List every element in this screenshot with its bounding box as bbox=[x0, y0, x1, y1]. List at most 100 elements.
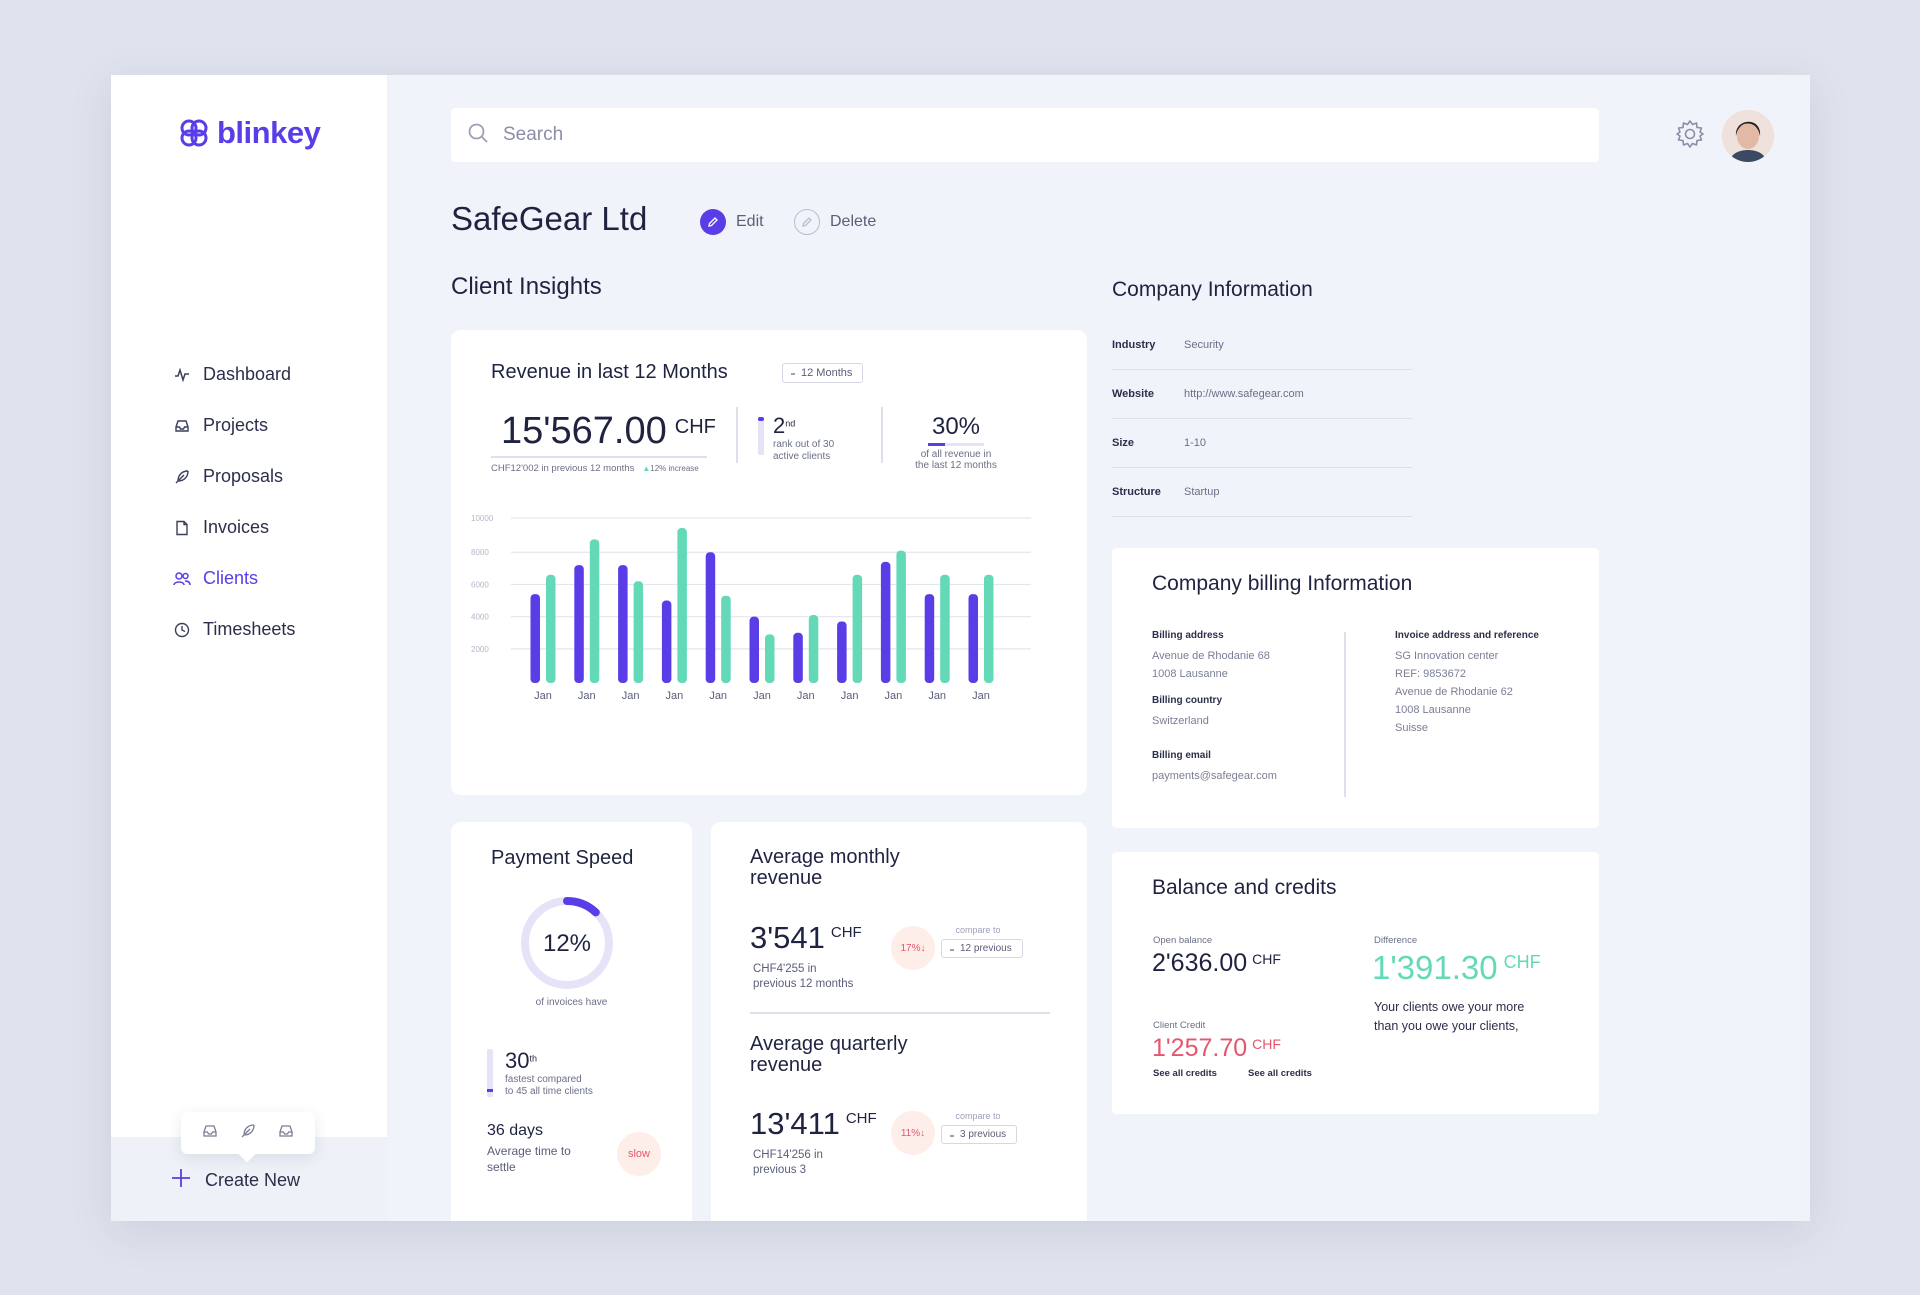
invoice-address-label: Invoice address and reference bbox=[1395, 630, 1539, 641]
avg-quarterly-previous: CHF14'256 in previous 3 bbox=[753, 1148, 823, 1178]
down-arrow-icon: ↓ bbox=[920, 942, 926, 954]
period-dropdown[interactable]: 12 Months bbox=[782, 363, 864, 383]
bar[interactable] bbox=[896, 550, 906, 683]
inbox-icon[interactable] bbox=[277, 1123, 295, 1144]
x-tick-label: Jan bbox=[534, 690, 552, 702]
users-icon bbox=[173, 570, 191, 588]
bar[interactable] bbox=[661, 600, 672, 683]
bar[interactable] bbox=[618, 565, 628, 683]
share-group: 30% of all revenue in the last 12 months bbox=[901, 413, 1011, 471]
gear-icon[interactable] bbox=[1674, 118, 1706, 155]
donut-caption: of invoices have bbox=[535, 997, 608, 1008]
slow-badge: slow bbox=[617, 1132, 661, 1176]
bar[interactable] bbox=[808, 615, 819, 683]
bar[interactable] bbox=[852, 574, 863, 683]
avg-monthly-prev-line1: CHF4'255 in bbox=[753, 963, 817, 975]
share-bar bbox=[928, 443, 984, 446]
avg-monthly-compare-dropdown[interactable]: 12 previous bbox=[941, 939, 1023, 958]
bar[interactable] bbox=[589, 539, 600, 683]
bar[interactable] bbox=[546, 574, 556, 683]
bar[interactable] bbox=[677, 528, 687, 683]
speed-rank-suffix: th bbox=[529, 1053, 537, 1064]
bar[interactable] bbox=[633, 581, 644, 683]
bar[interactable] bbox=[721, 595, 731, 683]
share-value: 30% bbox=[931, 413, 981, 440]
info-value[interactable]: http://www.safegear.com bbox=[1184, 388, 1304, 400]
difference-group: 1'391.30 CHF bbox=[1372, 949, 1541, 987]
revenue-amount-group: 15'567.00 CHF bbox=[501, 410, 716, 453]
logo-text: blinkey bbox=[217, 115, 321, 150]
avg-quarterly-compare-dropdown[interactable]: 3 previous bbox=[941, 1125, 1018, 1144]
bar[interactable] bbox=[924, 594, 935, 683]
inbox-icon[interactable] bbox=[201, 1123, 219, 1144]
bar[interactable] bbox=[765, 634, 775, 683]
search-input[interactable] bbox=[503, 124, 1403, 146]
donut-arc bbox=[521, 897, 613, 989]
donut-percent: 12% bbox=[543, 930, 591, 957]
sidebar-item-invoices[interactable]: Invoices bbox=[173, 502, 295, 553]
sidebar-item-label: Dashboard bbox=[203, 364, 292, 384]
revenue-title: Revenue in last 12 Months bbox=[491, 361, 728, 383]
revenue-increase-group: ▲12% increase bbox=[642, 464, 698, 473]
avg-quarterly-amount-group: 13'411 CHF bbox=[750, 1106, 877, 1142]
delete-button[interactable]: Delete bbox=[794, 209, 876, 235]
sidebar-item-proposals[interactable]: Proposals bbox=[173, 451, 295, 502]
x-tick-label: Jan bbox=[622, 690, 640, 702]
avg-quarterly-title-line1: Average quarterly bbox=[750, 1033, 908, 1055]
info-key: Website bbox=[1112, 388, 1154, 400]
x-tick-label: Jan bbox=[928, 690, 946, 702]
bar[interactable] bbox=[530, 594, 541, 683]
activity-icon bbox=[173, 366, 191, 384]
bar[interactable] bbox=[749, 616, 760, 683]
avg-monthly-amount: 3'541 bbox=[750, 920, 825, 955]
billing-country: Switzerland bbox=[1152, 715, 1209, 727]
create-new-button[interactable]: Create New bbox=[171, 1168, 300, 1193]
difference-label: Difference bbox=[1374, 935, 1418, 946]
open-balance-group: 2'636.00 CHF bbox=[1152, 949, 1281, 978]
bar[interactable] bbox=[968, 594, 979, 683]
avg-monthly-compare-label: compare to bbox=[955, 925, 1001, 935]
bar[interactable] bbox=[574, 565, 584, 683]
sidebar-item-projects[interactable]: Projects bbox=[173, 400, 295, 451]
billing-card: Company billing Information Billing addr… bbox=[1112, 548, 1599, 828]
app-frame: blinkey Dashboard Projects Proposals Inv… bbox=[111, 75, 1810, 1221]
avg-quarterly-prev-line2: previous 3 bbox=[753, 1164, 807, 1176]
sidebar-item-clients[interactable]: Clients bbox=[173, 553, 295, 604]
avg-quarterly-compare-label: compare to bbox=[955, 1111, 1001, 1121]
see-all-credits-link[interactable]: See all credits bbox=[1153, 1068, 1217, 1079]
avg-quarterly-badge-value: 11% bbox=[900, 1127, 921, 1139]
billing-address-line1: Avenue de Rhodanie 68 bbox=[1152, 650, 1270, 662]
bar[interactable] bbox=[940, 574, 950, 683]
feather-icon[interactable] bbox=[239, 1123, 257, 1144]
edit-button[interactable]: Edit bbox=[700, 209, 764, 235]
bar[interactable] bbox=[793, 632, 803, 683]
open-balance-amount: 2'636.00 bbox=[1152, 949, 1248, 977]
y-tick-label: 8000 bbox=[471, 548, 489, 557]
y-tick-label: 10000 bbox=[471, 514, 494, 523]
x-tick-label: Jan bbox=[578, 690, 596, 702]
bar[interactable] bbox=[880, 561, 891, 683]
billing-country-label: Billing country bbox=[1152, 695, 1222, 706]
x-tick-label: Jan bbox=[885, 690, 903, 702]
sidebar-item-dashboard[interactable]: Dashboard bbox=[173, 349, 295, 400]
avatar[interactable] bbox=[1722, 110, 1774, 162]
avg-monthly-title-line1: Average monthly bbox=[750, 846, 900, 868]
info-row-industry: Industry Security bbox=[1112, 321, 1412, 370]
see-all-credits-link[interactable]: See all credits bbox=[1248, 1068, 1312, 1079]
average-revenue-card: Average monthly revenue 3'541 CHF CHF4'2… bbox=[711, 822, 1087, 1221]
logo[interactable]: blinkey bbox=[179, 115, 321, 151]
bar[interactable] bbox=[837, 621, 847, 684]
bar[interactable] bbox=[705, 552, 716, 683]
open-balance-label: Open balance bbox=[1153, 935, 1213, 946]
revenue-previous: CHF12'002 in previous 12 months bbox=[491, 463, 635, 474]
avg-monthly-prev-line2: previous 12 months bbox=[753, 978, 854, 990]
search-icon bbox=[467, 122, 489, 149]
sidebar-item-timesheets[interactable]: Timesheets bbox=[173, 604, 295, 655]
x-tick-label: Jan bbox=[666, 690, 684, 702]
create-new-label: Create New bbox=[205, 1170, 301, 1190]
billing-email[interactable]: payments@safegear.com bbox=[1152, 770, 1277, 782]
invoice-line2: REF: 9853672 bbox=[1395, 668, 1466, 680]
days-group: 36 days Average time to settle bbox=[487, 1122, 571, 1175]
bar[interactable] bbox=[984, 574, 994, 683]
days-line1: Average time to bbox=[487, 1144, 571, 1158]
